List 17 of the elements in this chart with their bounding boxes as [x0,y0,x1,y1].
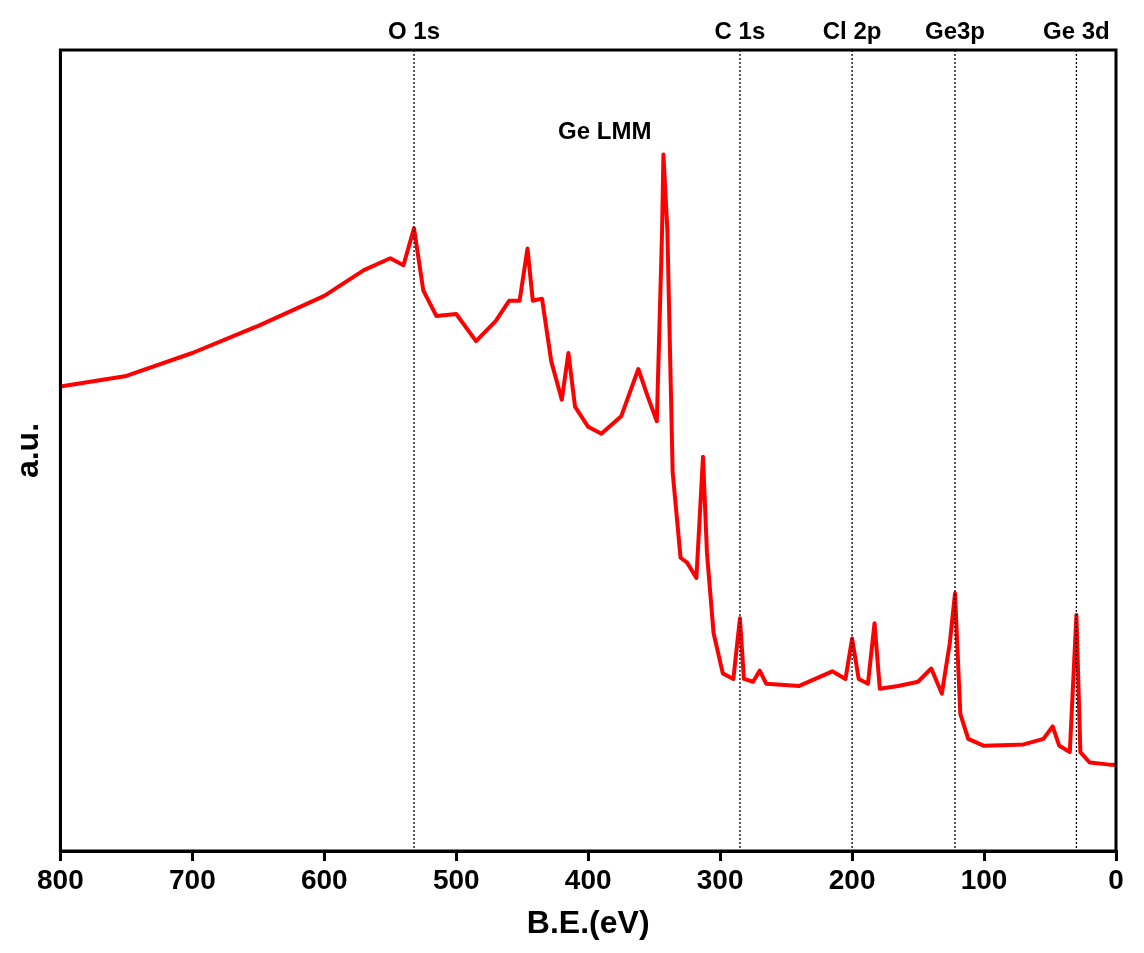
ref-line-label: O 1s [388,16,441,44]
ref-line-label: Ge3p [925,16,986,44]
x-tick-label: 100 [960,863,1008,895]
ref-line-label: Ge 3d [1043,16,1110,44]
x-tick-label: 400 [564,863,612,895]
x-axis-title: B.E.(eV) [526,903,650,940]
x-tick-label: 600 [300,863,348,895]
ref-line-label: C 1s [714,16,766,44]
x-tick-label: 200 [828,863,876,895]
x-tick-label: 0 [1108,863,1124,895]
x-tick-label: 700 [168,863,216,895]
text: Ge LMM [558,117,652,145]
ref-line-label: Cl 2p [822,16,882,44]
y-axis-title: a.u. [9,422,46,479]
x-tick-label: 300 [696,863,744,895]
x-tick-label: 800 [37,863,84,895]
x-tick-label: 500 [432,863,480,895]
